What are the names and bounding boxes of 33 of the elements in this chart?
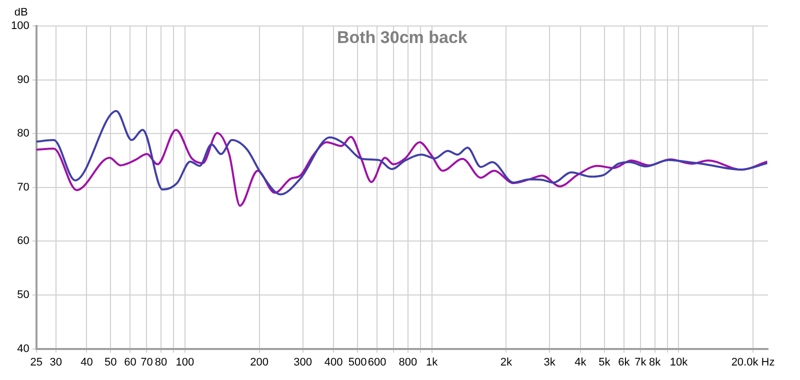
- x-tick-label: 70: [140, 356, 153, 368]
- y-axis-title: dB: [14, 6, 28, 19]
- x-tick-label: 4k: [574, 356, 587, 368]
- x-tick-label: 50: [104, 356, 117, 368]
- x-tick-label: 25: [30, 356, 42, 368]
- x-tick-label: 300: [294, 356, 312, 368]
- x-tick-label: 8k: [648, 356, 662, 368]
- x-tick-label: 20.0k Hz: [731, 356, 775, 368]
- x-tick-label: 30: [50, 356, 62, 368]
- chart-title: Both 30cm back: [336, 28, 468, 48]
- x-tick-label: 800: [398, 356, 418, 368]
- x-tick-label: 2k: [500, 356, 512, 368]
- y-tick-label: 90: [17, 74, 30, 86]
- y-tick-label: 50: [17, 289, 30, 302]
- y-tick-label: 70: [17, 181, 30, 194]
- y-tick-label: 60: [17, 235, 30, 248]
- x-tick-label: 200: [250, 356, 268, 368]
- x-tick-label: 500: [348, 356, 367, 368]
- x-tick-label: 400: [324, 356, 343, 368]
- x-tick-label: 7k: [634, 356, 647, 368]
- y-tick-label: 40: [17, 342, 30, 355]
- x-tick-label: 6k: [618, 356, 630, 368]
- x-tick-label: 1k: [426, 356, 438, 368]
- x-tick-label: 10k: [670, 356, 688, 368]
- x-tick-label: 60: [124, 356, 136, 368]
- x-tick-label: 3k: [544, 356, 556, 368]
- x-tick-label: 5k: [598, 356, 611, 368]
- y-tick-label: 100: [10, 20, 30, 32]
- x-tick-label: 100: [176, 356, 194, 368]
- x-tick-label: 40: [80, 356, 93, 368]
- x-tick-label: 600: [368, 356, 386, 368]
- y-tick-label: 80: [17, 128, 30, 140]
- x-tick-label: 80: [154, 356, 168, 368]
